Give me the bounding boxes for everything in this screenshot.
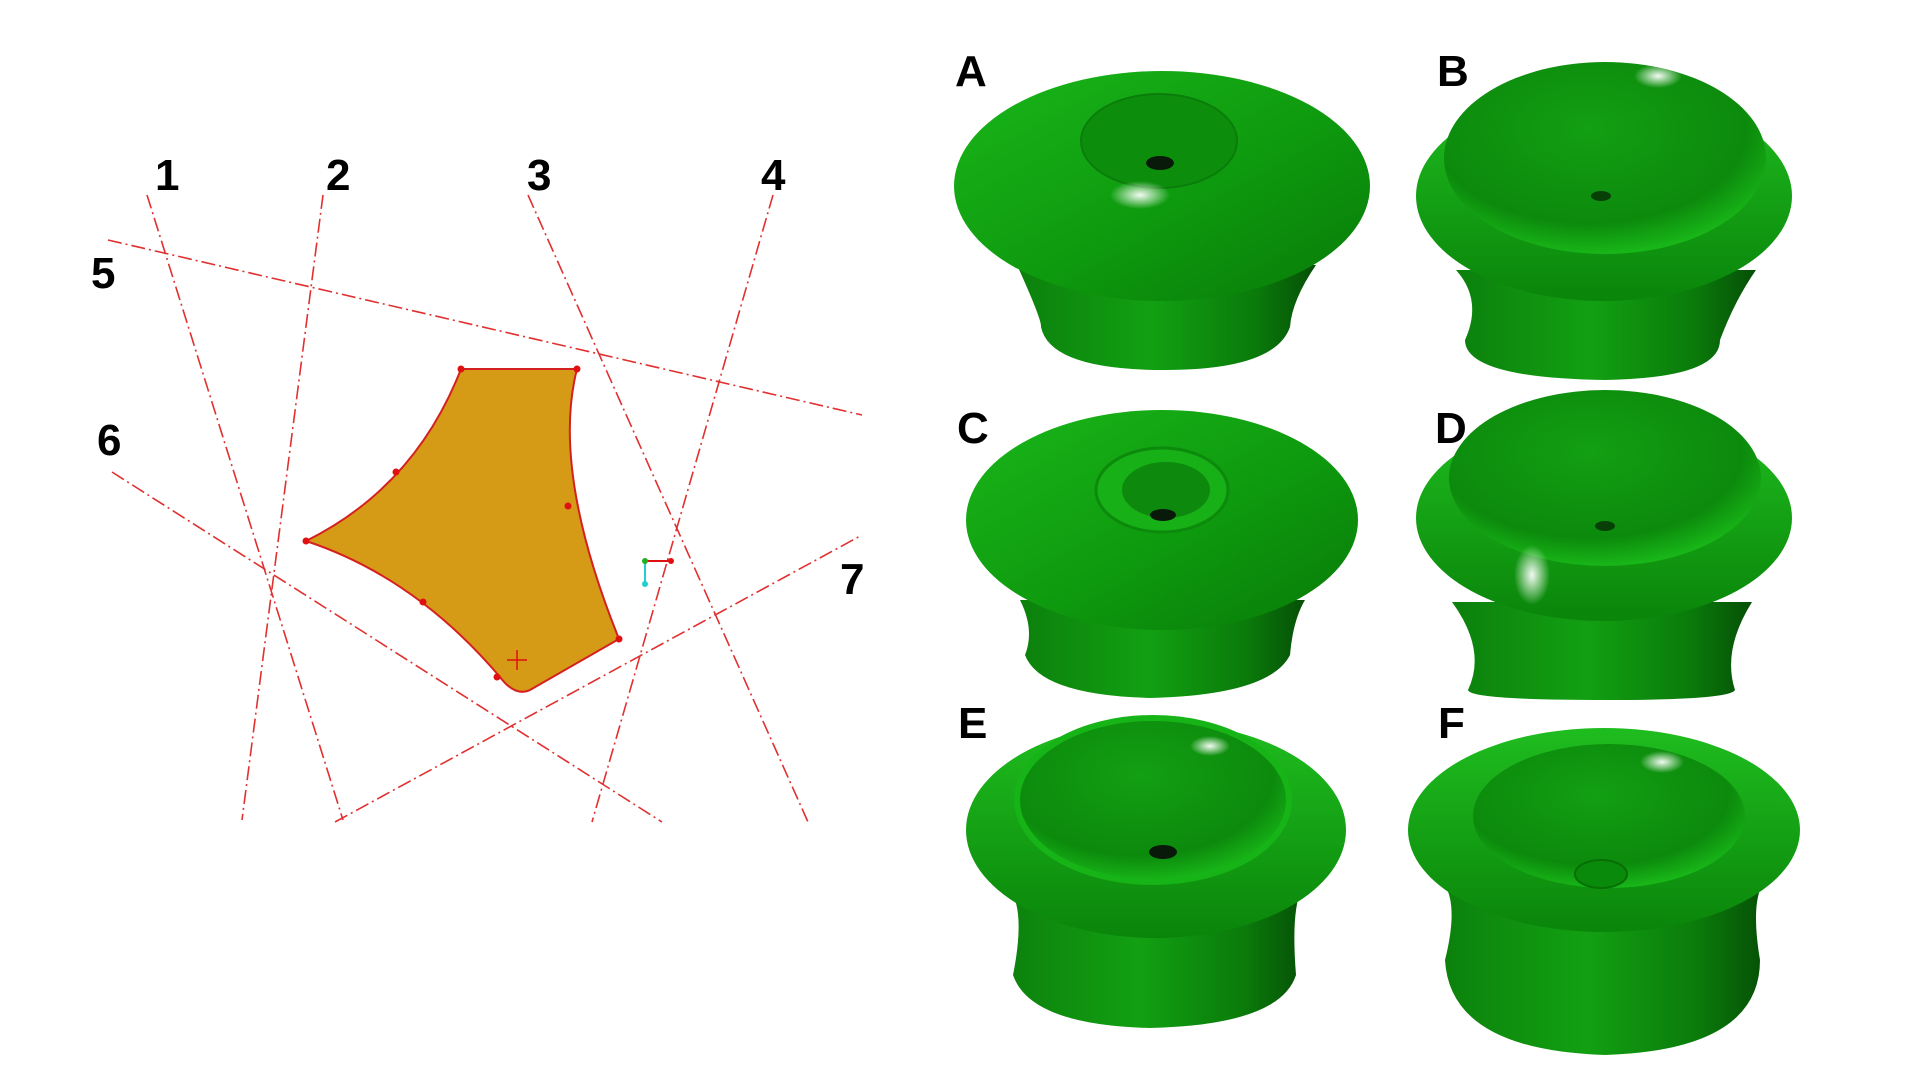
option-b-bowl [1444, 62, 1766, 254]
vertex-point[interactable] [493, 673, 501, 681]
line-label-3: 3 [527, 151, 551, 200]
line-label-5: 5 [91, 249, 115, 298]
sketch-panel: 1 2 3 4 5 6 7 [91, 151, 864, 823]
coordinate-axes-icon [642, 558, 674, 587]
option-f-highlight [1640, 751, 1684, 773]
vertex-point[interactable] [457, 365, 465, 373]
option-d[interactable]: D [1416, 390, 1792, 700]
line-label-2: 2 [326, 151, 350, 200]
line-label-4: 4 [761, 151, 786, 200]
option-e-hole [1149, 845, 1177, 859]
line-label-7: 7 [840, 555, 864, 604]
option-c-hole [1150, 509, 1176, 521]
construction-line-3 [527, 194, 809, 823]
option-label-b: B [1437, 47, 1469, 96]
construction-line-7 [334, 534, 863, 823]
option-f-bowl [1473, 744, 1745, 888]
option-a[interactable]: A [954, 47, 1370, 370]
solid-options: A B C D [954, 47, 1800, 1055]
option-b[interactable]: B [1416, 47, 1792, 380]
construction-line-1 [146, 194, 344, 821]
option-e-highlight [1190, 736, 1230, 756]
option-b-body [1456, 270, 1756, 380]
option-d-hole [1595, 521, 1615, 531]
option-d-highlight [1514, 545, 1550, 605]
line-label-6: 6 [97, 416, 121, 465]
option-label-e: E [958, 699, 987, 748]
line-labels: 1 2 3 4 5 6 7 [91, 151, 864, 604]
vertex-point[interactable] [392, 468, 400, 476]
option-b-hole [1591, 191, 1611, 201]
vertex-point[interactable] [419, 598, 427, 606]
option-b-highlight [1634, 64, 1682, 88]
option-e[interactable]: E [958, 699, 1346, 1028]
option-e-bowl [1014, 715, 1292, 885]
construction-line-6 [111, 471, 663, 823]
construction-line-5 [107, 239, 863, 416]
option-d-bowl [1449, 390, 1761, 566]
profile-vertex-points [302, 365, 623, 681]
vertex-point[interactable] [615, 635, 623, 643]
option-f-hole [1574, 859, 1628, 889]
option-a-center-recess [1080, 93, 1238, 189]
option-a-highlight [1110, 181, 1170, 209]
option-label-d: D [1435, 404, 1467, 453]
vertex-point[interactable] [564, 502, 572, 510]
construction-line-2 [241, 194, 324, 821]
option-f-body [1441, 880, 1765, 1055]
option-c-body [1020, 600, 1305, 698]
vertex-point[interactable] [302, 537, 310, 545]
option-c[interactable]: C [957, 404, 1358, 698]
option-a-hole [1146, 156, 1174, 170]
origin-cross-icon [507, 650, 527, 670]
option-c-cone [1122, 462, 1210, 518]
construction-line-4 [591, 194, 774, 823]
vertex-point[interactable] [573, 365, 581, 373]
option-f[interactable]: F [1408, 699, 1800, 1055]
option-d-body [1452, 602, 1752, 700]
option-label-a: A [955, 47, 987, 96]
line-label-1: 1 [155, 151, 179, 200]
construction-lines [107, 194, 863, 823]
option-label-f: F [1438, 699, 1465, 748]
option-label-c: C [957, 404, 989, 453]
sketch-profile[interactable] [303, 368, 621, 693]
